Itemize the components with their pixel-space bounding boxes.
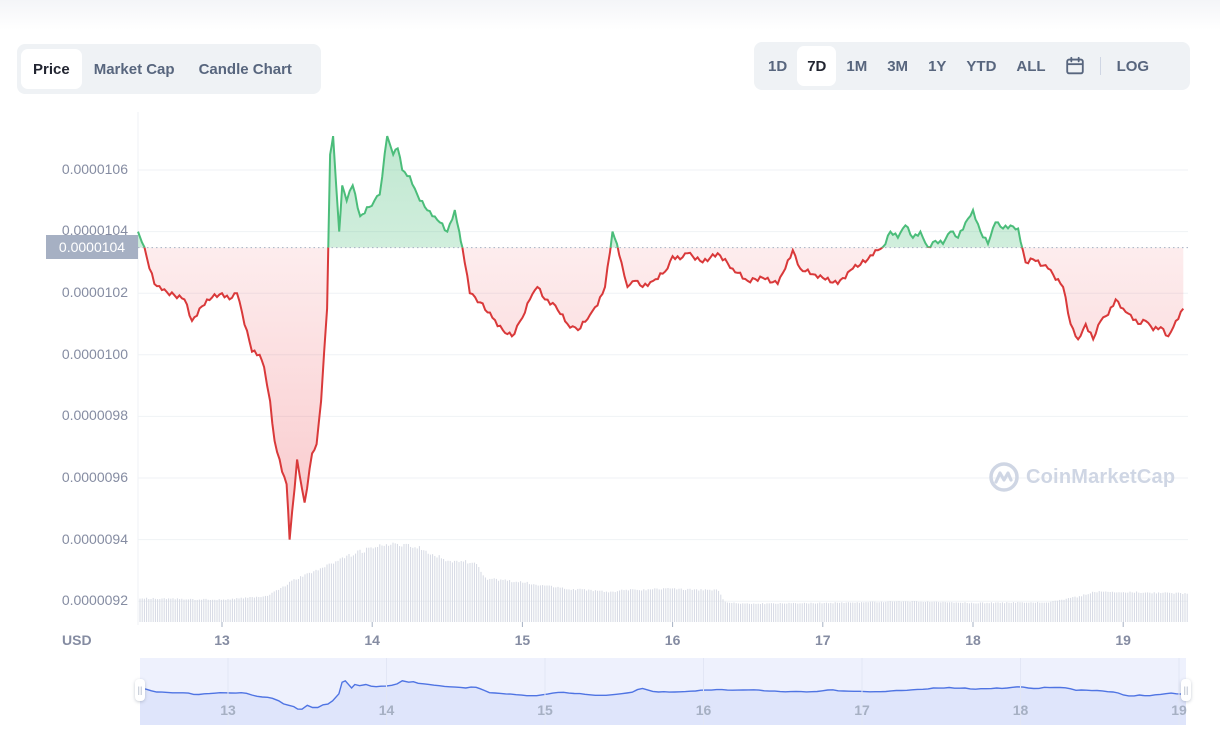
navigator-tick-label: 14 [379,702,395,718]
volume-bars [140,543,1187,622]
navigator-tick-label: 15 [537,702,553,718]
x-tick-label: 13 [214,632,230,648]
coinmarketcap-logo-icon [988,461,1020,493]
right-range-handle[interactable]: || [1181,679,1191,701]
navigator-tick-label: 19 [1171,702,1187,718]
left-range-handle[interactable]: || [135,679,145,701]
navigator-tick-label: 16 [696,702,712,718]
currency-label: USD [62,632,92,648]
navigator-tick-label: 17 [854,702,870,718]
coinmarketcap-watermark: CoinMarketCap [988,461,1175,493]
navigator-tick-label: 13 [220,702,236,718]
watermark-text: CoinMarketCap [1026,466,1175,489]
x-tick-label: 19 [1115,632,1131,648]
x-tick-label: 18 [965,632,981,648]
price-chart[interactable] [0,0,1220,740]
x-tick-label: 16 [665,632,681,648]
x-tick-label: 15 [515,632,531,648]
x-tick-label: 17 [815,632,831,648]
x-tick-label: 14 [364,632,380,648]
navigator-tick-label: 18 [1013,702,1029,718]
current-price-tag: 0.0000104 [46,235,138,259]
